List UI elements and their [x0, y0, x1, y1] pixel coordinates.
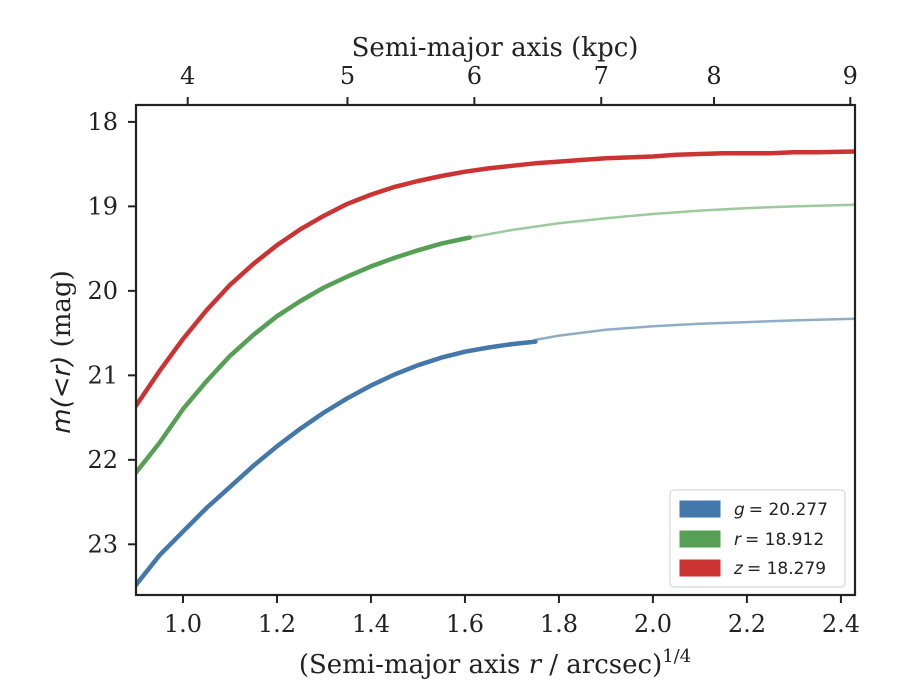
top-tick-label: 4 [180, 62, 195, 90]
y-axis-label-var: m(<r) [47, 356, 77, 434]
top-tick-label: 9 [843, 62, 858, 90]
x-axis-label-mid: / arcsec) [541, 650, 662, 680]
series-line-g [136, 339, 538, 588]
y-tick-label: 21 [87, 361, 118, 389]
x-tick-label: 2.2 [728, 610, 766, 638]
y-tick-label: 20 [87, 277, 118, 305]
x-tick-label: 1.0 [164, 610, 202, 638]
plot-frame [134, 103, 857, 597]
legend-value-g: = 20.277 [749, 500, 828, 520]
series-model-line-g [534, 317, 855, 342]
y-tick-label: 18 [87, 108, 118, 136]
legend-swatch-z [679, 559, 721, 577]
legend-var-r: r [734, 530, 742, 550]
x-axis-label-var: r [529, 650, 543, 680]
x-tick-label: 1.8 [540, 610, 578, 638]
x-axis-label-prefix: (Semi-major axis [299, 650, 529, 680]
top-axis: 4 5 6 7 8 9 [180, 62, 858, 105]
top-tick-label: 5 [340, 62, 355, 90]
top-tick-label: 6 [467, 62, 482, 90]
legend-value-z: = 18.279 [747, 559, 826, 579]
y-tick-label: 19 [87, 192, 118, 220]
series-model-line-r [468, 203, 855, 239]
top-tick-label: 8 [706, 62, 721, 90]
y-axis-label-unit: (mag) [47, 270, 77, 355]
legend-label-z: z = 18.279 [733, 559, 826, 579]
legend-value-r: = 18.912 [745, 530, 824, 550]
y-axis-label: m(<r) (mag) [47, 270, 77, 433]
legend-label-r: r = 18.912 [734, 530, 824, 550]
legend-var-z: z [733, 559, 744, 579]
series-line-z [136, 149, 855, 409]
left-axis: 18 19 20 21 22 23 [87, 108, 136, 558]
legend-swatch-g [679, 500, 721, 518]
top-tick-label: 7 [594, 62, 609, 90]
legend-label-g: g = 20.277 [734, 500, 828, 520]
x-tick-label: 2.4 [822, 610, 860, 638]
x-tick-label: 1.6 [446, 610, 484, 638]
top-axis-label: Semi-major axis (kpc) [352, 33, 639, 63]
series-layer [136, 149, 855, 588]
series-line-r [136, 235, 472, 475]
x-axis-label-exponent: 1/4 [662, 646, 691, 667]
legend: g = 20.277 r = 18.912 z = 18.279 [669, 489, 846, 588]
y-tick-label: 23 [87, 530, 118, 558]
legend-swatch-r [679, 530, 721, 548]
x-tick-label: 1.4 [352, 610, 390, 638]
bottom-axis: 1.0 1.2 1.4 1.6 1.8 2.0 2.2 2.4 [164, 595, 860, 638]
legend-var-g: g [734, 500, 745, 520]
y-tick-label: 22 [87, 446, 118, 474]
x-tick-label: 2.0 [634, 610, 672, 638]
x-tick-label: 1.2 [258, 610, 296, 638]
x-axis-label: (Semi-major axis r / arcsec)1/4 [299, 646, 691, 680]
